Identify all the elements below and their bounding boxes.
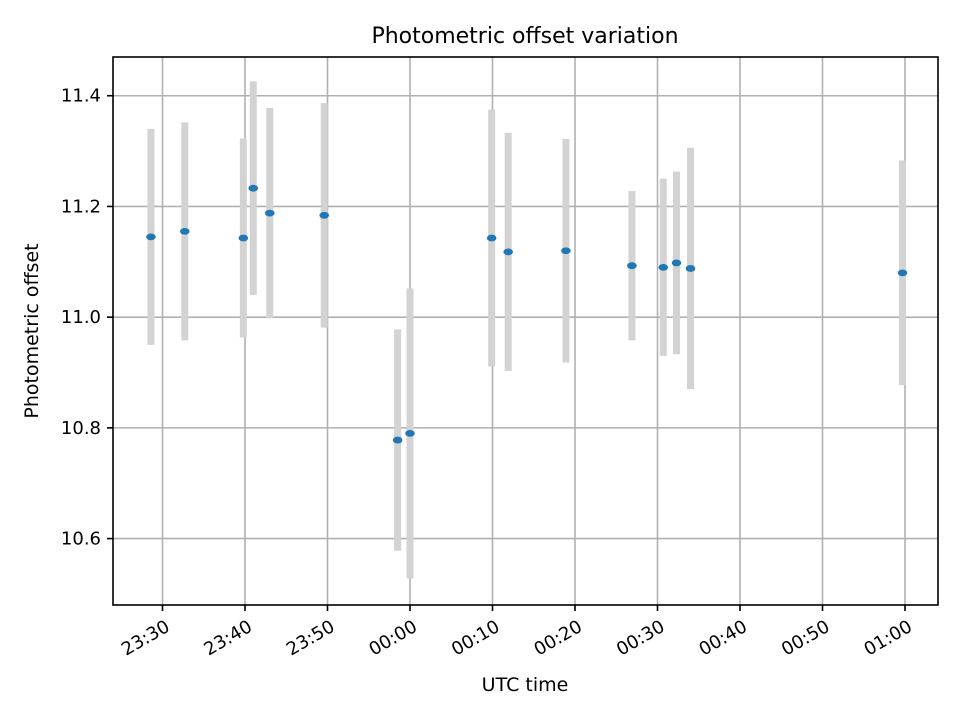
y-tick-label: 11.4 bbox=[61, 86, 101, 107]
data-point bbox=[319, 211, 330, 219]
x-tick-label: 23:30 bbox=[118, 616, 173, 660]
y-tick-label: 11.2 bbox=[61, 196, 101, 217]
x-tick-label: 00:00 bbox=[365, 616, 420, 660]
y-tick-label: 11.0 bbox=[61, 307, 101, 328]
y-axis-ticks: 10.6 10.8 11.0 11.2 11.4 bbox=[61, 86, 113, 550]
x-tick-label: 00:30 bbox=[613, 616, 668, 660]
data-point bbox=[897, 269, 908, 277]
x-tick-label: 01:00 bbox=[860, 616, 915, 660]
x-axis-ticks: 23:30 23:40 23:50 00:00 00:10 00:20 00:30 00:40… bbox=[118, 605, 916, 660]
data-point bbox=[685, 265, 696, 272]
x-axis-label: UTC time bbox=[482, 674, 569, 696]
grid-lines bbox=[113, 57, 938, 605]
data-point bbox=[503, 248, 513, 256]
data-point bbox=[671, 259, 682, 267]
data-point bbox=[561, 247, 571, 255]
y-tick-label: 10.6 bbox=[61, 529, 101, 550]
data-point bbox=[405, 430, 415, 437]
chart-title: Photometric offset variation bbox=[371, 24, 678, 49]
data-point bbox=[392, 436, 403, 444]
data-point bbox=[238, 234, 249, 242]
data-point bbox=[146, 233, 156, 241]
y-axis-label: Photometric offset bbox=[21, 243, 43, 418]
y-tick-label: 10.8 bbox=[61, 418, 101, 439]
x-tick-label: 00:40 bbox=[695, 616, 750, 660]
x-tick-label: 23:50 bbox=[283, 616, 338, 660]
data-points bbox=[146, 184, 908, 444]
data-point bbox=[658, 263, 669, 271]
x-tick-label: 00:50 bbox=[778, 616, 833, 660]
x-tick-label: 00:10 bbox=[448, 616, 503, 660]
x-tick-label: 23:40 bbox=[200, 616, 255, 660]
data-point bbox=[264, 209, 275, 217]
error-bars bbox=[147, 81, 907, 579]
data-point bbox=[179, 227, 190, 235]
plot-frame bbox=[112, 56, 939, 606]
data-point bbox=[248, 184, 259, 192]
data-point bbox=[486, 234, 497, 242]
x-tick-label: 00:20 bbox=[530, 616, 585, 660]
data-point bbox=[627, 262, 637, 270]
